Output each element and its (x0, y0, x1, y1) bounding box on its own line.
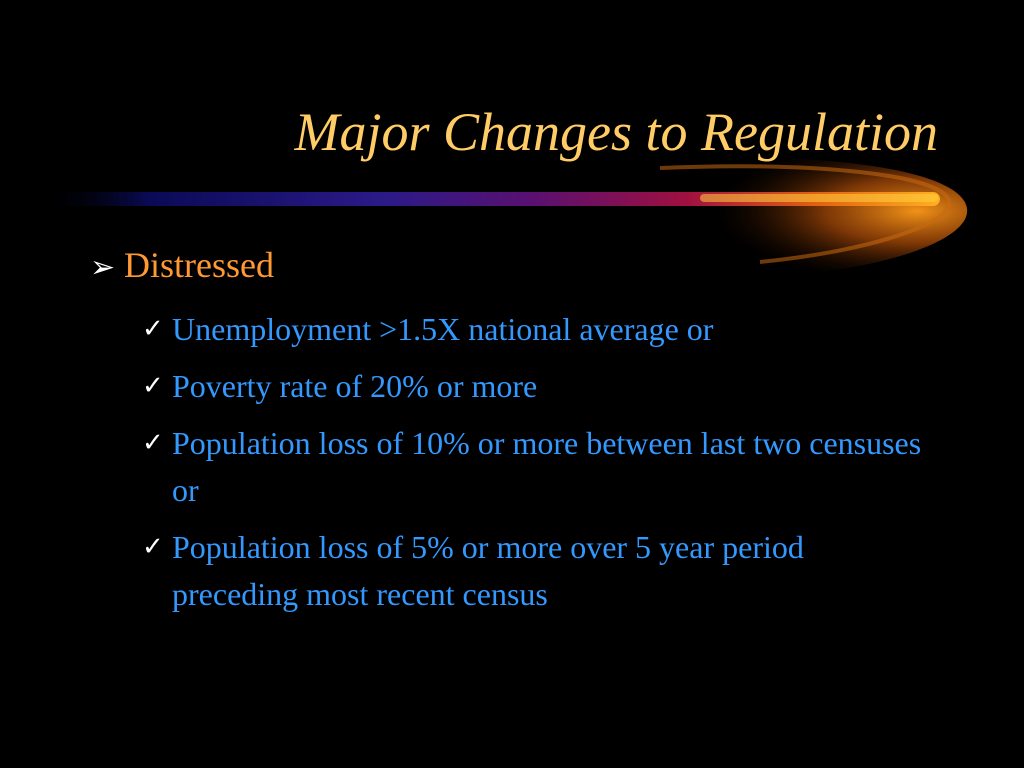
checkmark-icon: ✓ (142, 314, 164, 344)
checkmark-icon: ✓ (142, 532, 164, 562)
checkmark-icon: ✓ (142, 428, 164, 458)
sub-bullet-population-loss-10: ✓ Population loss of 10% or more between… (142, 420, 922, 514)
sub-bullet-text: Population loss of 10% or more between l… (172, 425, 922, 508)
slide-title: Major Changes to Regulation (294, 102, 938, 162)
sub-bullet-text: Population loss of 5% or more over 5 yea… (172, 529, 804, 612)
sub-bullet-list: ✓ Unemployment >1.5X national average or… (142, 306, 922, 628)
decorative-swoosh (40, 157, 968, 277)
sub-bullet-unemployment: ✓ Unemployment >1.5X national average or (142, 306, 922, 353)
sub-bullet-population-loss-5: ✓ Population loss of 5% or more over 5 y… (142, 524, 922, 618)
sub-bullet-text: Poverty rate of 20% or more (172, 368, 538, 404)
sub-bullet-poverty: ✓ Poverty rate of 20% or more (142, 363, 922, 410)
bullet-distressed: ➢ Distressed (90, 242, 274, 291)
sub-bullet-text: Unemployment >1.5X national average or (172, 311, 714, 347)
bullet-label: Distressed (124, 245, 274, 285)
checkmark-icon: ✓ (142, 371, 164, 401)
arrow-bullet-icon: ➢ (90, 250, 116, 285)
